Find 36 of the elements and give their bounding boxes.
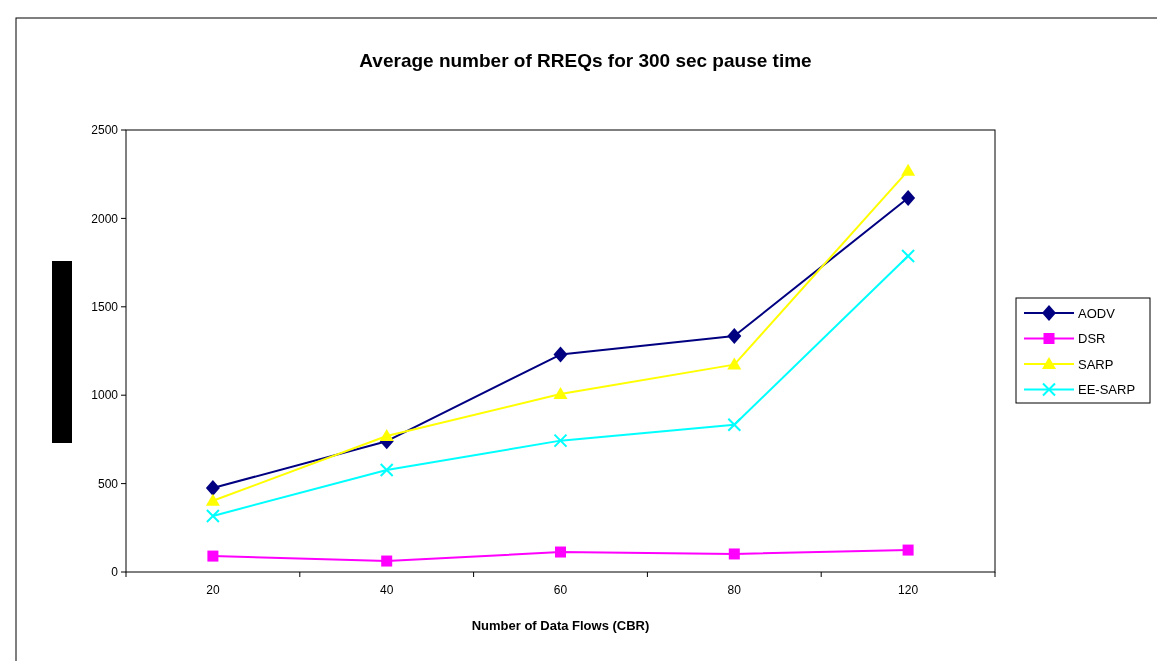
point [553, 433, 568, 448]
legend-label: SARP [1078, 356, 1114, 372]
y-tick-label: 0 [111, 565, 119, 580]
y-tick-label: 1000 [91, 388, 119, 403]
point [727, 327, 742, 344]
y-tick-label: 2000 [91, 211, 119, 226]
point [727, 417, 742, 432]
y-tick-label: 500 [97, 476, 119, 491]
x-tick-label: 40 [380, 583, 394, 597]
point [727, 357, 742, 370]
point [379, 429, 394, 442]
point [902, 544, 914, 556]
point [205, 508, 220, 523]
y-tick-label: 1500 [91, 300, 119, 314]
point [553, 346, 568, 363]
point [205, 480, 220, 497]
point [553, 386, 568, 399]
y-tick-label: 2500 [91, 123, 119, 138]
x-tick-label: 120 [898, 583, 919, 597]
x-tick-label: 20 [206, 583, 220, 597]
x-tick-label: 60 [553, 583, 568, 597]
legend-label: EE-SARP [1078, 382, 1136, 398]
x-axis-title: Number of Data Flows (CBR) [471, 618, 650, 633]
point [379, 462, 394, 477]
point [901, 190, 916, 207]
point [205, 493, 220, 506]
x-tick-label: 80 [727, 583, 742, 597]
legend-label: AODV [1078, 305, 1116, 321]
chart-title: Average number of RREQs for 300 sec pause time [359, 50, 812, 71]
point [728, 548, 740, 560]
point [901, 249, 916, 264]
point [555, 546, 566, 558]
point [381, 555, 393, 567]
legend-label: DSR [1078, 331, 1106, 347]
point [901, 163, 916, 176]
point [207, 550, 219, 562]
